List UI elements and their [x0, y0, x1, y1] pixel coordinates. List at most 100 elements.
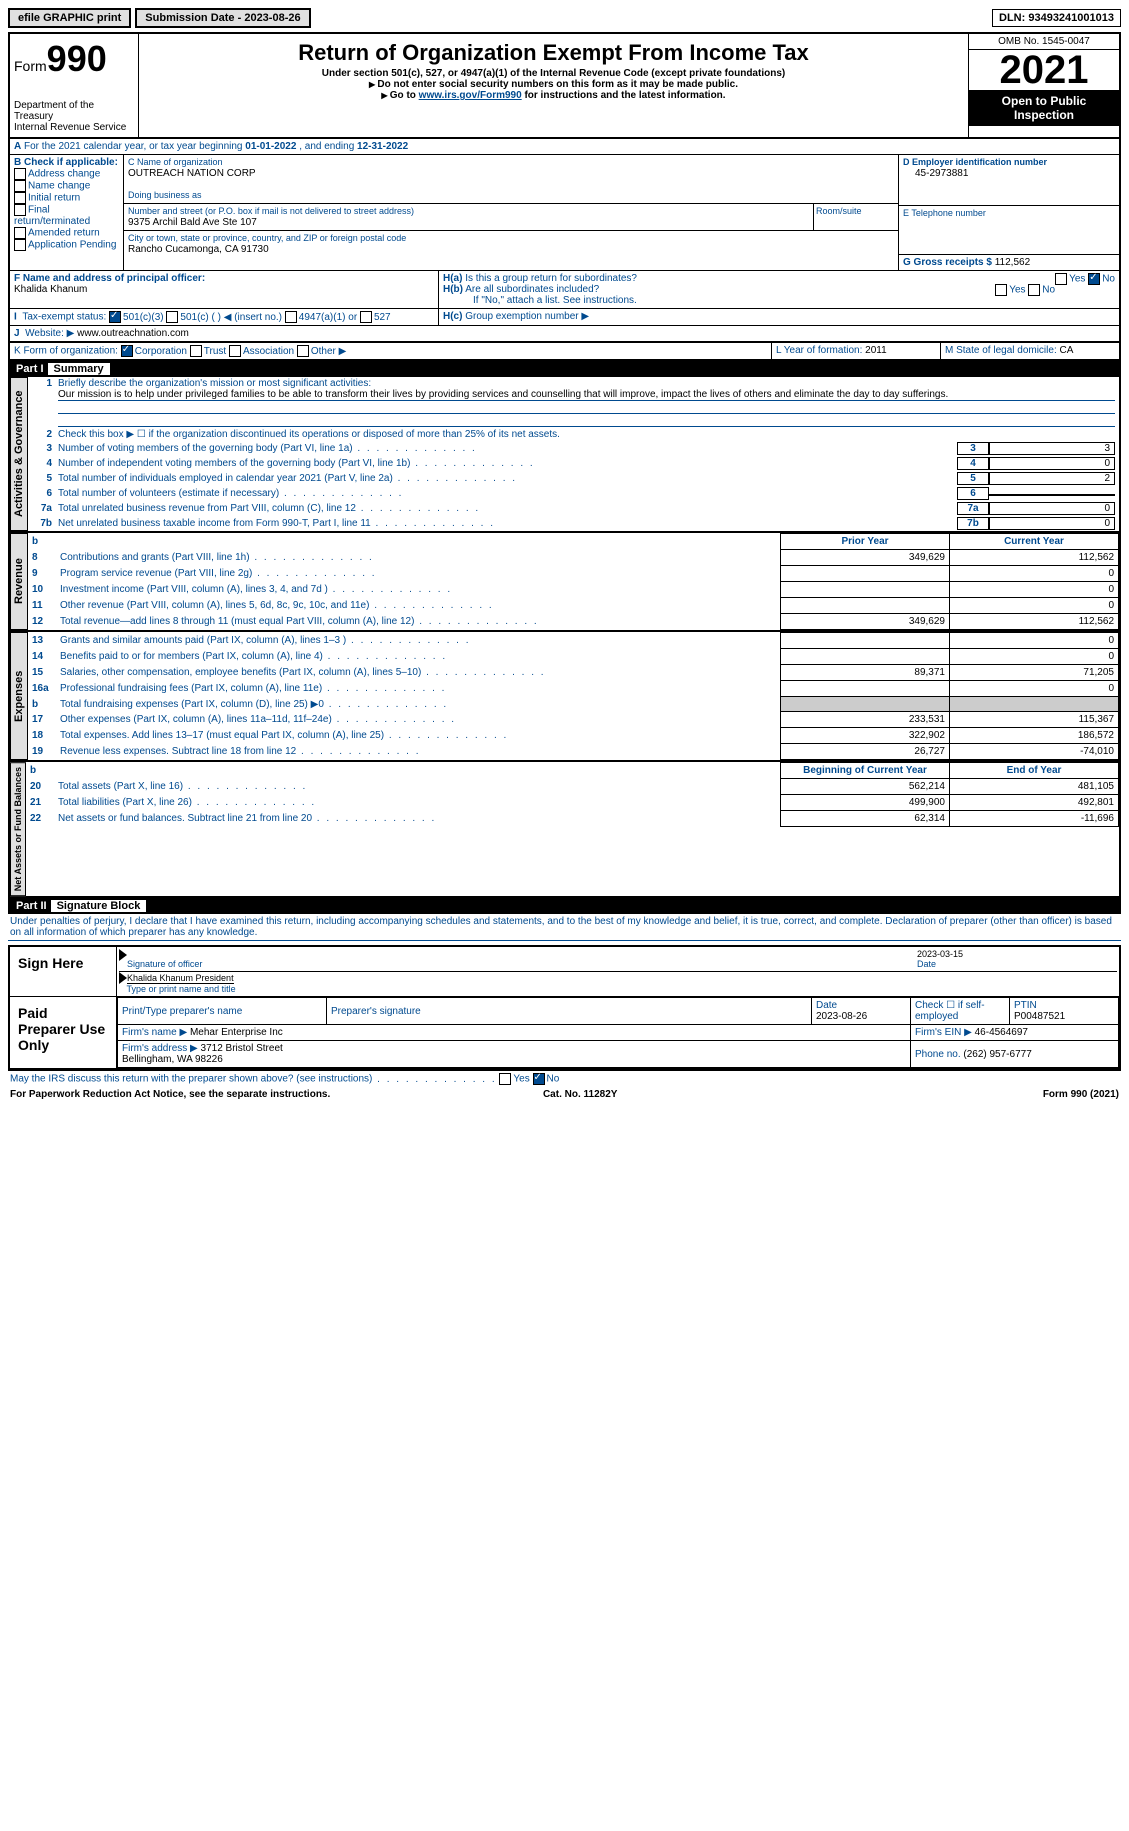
- row-j: J Website: ▶ www.outreachnation.com: [8, 326, 1121, 343]
- officer-name: Khalida Khanum: [14, 284, 87, 295]
- netassets-section: Net Assets or Fund Balances bBeginning o…: [8, 762, 1121, 898]
- b-checkbox[interactable]: [14, 204, 26, 216]
- i-checkbox[interactable]: [109, 311, 121, 323]
- name-label: Type or print name and title: [127, 984, 236, 994]
- irs-link[interactable]: www.irs.gov/Form990: [419, 90, 522, 101]
- b-checkbox[interactable]: [14, 168, 26, 180]
- discuss-no-checkbox[interactable]: [533, 1073, 545, 1085]
- firm-ein: 46-4564697: [975, 1027, 1028, 1038]
- netassets-table: bBeginning of Current YearEnd of Year20T…: [26, 762, 1119, 827]
- dln-value: 93493241001013: [1028, 12, 1114, 24]
- discuss-no: No: [547, 1074, 560, 1085]
- form-header: Form990 Department of the Treasury Inter…: [8, 32, 1121, 139]
- b-checkbox[interactable]: [14, 239, 26, 251]
- sig-label: Signature of officer: [127, 959, 202, 969]
- b-checkbox[interactable]: [14, 192, 26, 204]
- form-label: Form: [14, 58, 47, 74]
- a-text: For the 2021 calendar year, or tax year …: [24, 141, 245, 152]
- dln: DLN: 93493241001013: [992, 9, 1121, 27]
- expenses-table: 13Grants and similar amounts paid (Part …: [28, 632, 1119, 760]
- discuss-yes: Yes: [513, 1074, 529, 1085]
- row-i: I Tax-exempt status: 501(c)(3) 501(c) ( …: [8, 309, 1121, 326]
- subdate-value: 2023-08-26: [244, 12, 300, 24]
- part2-num: Part II: [16, 900, 47, 912]
- dba-label: Doing business as: [128, 190, 202, 200]
- i-label: Tax-exempt status:: [22, 312, 106, 323]
- yes-label: Yes: [1069, 274, 1085, 285]
- header-mid: Return of Organization Exempt From Incom…: [139, 34, 968, 137]
- efile-button[interactable]: efile GRAPHIC print: [8, 8, 131, 28]
- row-a: A For the 2021 calendar year, or tax yea…: [8, 139, 1121, 155]
- prep-name-label: Print/Type preparer's name: [118, 998, 327, 1025]
- subtitle-1: Under section 501(c), 527, or 4947(a)(1)…: [143, 68, 964, 79]
- section-h: H(a) Is this a group return for subordin…: [439, 271, 1119, 308]
- yes-label-2: Yes: [1009, 285, 1025, 296]
- faddr-label: Firm's address ▶: [122, 1043, 201, 1054]
- b-checkbox[interactable]: [14, 180, 26, 192]
- signature-block: Sign Here Signature of officer2023-03-15…: [8, 945, 1121, 1071]
- k-label: K Form of organization:: [14, 346, 118, 357]
- section-f: F Name and address of principal officer:…: [10, 271, 439, 308]
- i-checkbox[interactable]: [166, 311, 178, 323]
- k-checkbox[interactable]: [190, 345, 202, 357]
- room-label: Room/suite: [816, 206, 862, 216]
- i-checkbox[interactable]: [360, 311, 372, 323]
- expenses-tab: Expenses: [10, 632, 28, 760]
- section-deg: D Employer identification number45-29738…: [899, 155, 1119, 270]
- footer-right: Form 990 (2021): [1043, 1089, 1119, 1100]
- header-right: OMB No. 1545-0047 2021 Open to Public In…: [968, 34, 1119, 137]
- section-hc: H(c) Group exemption number ▶: [439, 309, 1119, 325]
- footer-left: For Paperwork Reduction Act Notice, see …: [10, 1089, 330, 1100]
- part1-title: Summary: [48, 363, 110, 375]
- section-b: B Check if applicable: Address changeNam…: [10, 155, 124, 270]
- subtitle-3a: Go to: [390, 90, 419, 101]
- mission-text: Our mission is to help under privileged …: [58, 389, 1115, 401]
- ha-text: Is this a group return for subordinates?: [465, 273, 637, 284]
- no-label-2: No: [1042, 285, 1055, 296]
- declaration-text: Under penalties of perjury, I declare th…: [8, 914, 1121, 941]
- row-bcdefg: B Check if applicable: Address changeNam…: [8, 155, 1121, 271]
- part2-header: Part II Signature Block: [8, 898, 1121, 914]
- officer-printed-name: Khalida Khanum President: [127, 973, 234, 984]
- hb-yes-checkbox[interactable]: [995, 284, 1007, 296]
- activities-section: Activities & Governance 1Briefly describ…: [8, 377, 1121, 533]
- discuss-yes-checkbox[interactable]: [499, 1073, 511, 1085]
- state-domicile: CA: [1060, 345, 1074, 356]
- form-title: Return of Organization Exempt From Incom…: [143, 40, 964, 66]
- e-label: E Telephone number: [903, 208, 986, 218]
- prep-sig-label: Preparer's signature: [327, 998, 812, 1025]
- b-checkbox[interactable]: [14, 227, 26, 239]
- inspection-label: Open to Public Inspection: [969, 90, 1119, 126]
- ha-yes-checkbox[interactable]: [1055, 273, 1067, 285]
- firm-label: Firm's name ▶: [122, 1027, 190, 1038]
- hb-text: Are all subordinates included?: [465, 284, 599, 295]
- dln-label: DLN:: [999, 12, 1028, 24]
- hb-no-checkbox[interactable]: [1028, 284, 1040, 296]
- line2-text: Check this box ▶ ☐ if the organization d…: [58, 429, 1115, 440]
- header-left: Form990 Department of the Treasury Inter…: [10, 34, 139, 137]
- footer-mid: Cat. No. 11282Y: [543, 1089, 617, 1100]
- a-mid: , and ending: [296, 141, 357, 152]
- ein-value: 45-2973881: [903, 168, 968, 179]
- org-city: Rancho Cucamonga, CA 91730: [128, 244, 269, 255]
- firm-phone: (262) 957-6777: [963, 1049, 1031, 1060]
- self-employed: Check ☐ if self-employed: [911, 998, 1010, 1025]
- pdate-label: Date: [816, 1000, 837, 1011]
- part1-header: Part I Summary: [8, 361, 1121, 377]
- k-checkbox[interactable]: [297, 345, 309, 357]
- l-label: L Year of formation:: [776, 345, 865, 356]
- activities-tab: Activities & Governance: [10, 377, 28, 531]
- part2-title: Signature Block: [51, 900, 147, 912]
- k-checkbox[interactable]: [121, 345, 133, 357]
- date-label: Date: [917, 959, 936, 969]
- d-label: D Employer identification number: [903, 157, 1047, 167]
- mission-label: Briefly describe the organization's miss…: [58, 378, 371, 389]
- discuss-text: May the IRS discuss this return with the…: [10, 1074, 372, 1085]
- section-c: C Name of organizationOUTREACH NATION CO…: [124, 155, 899, 270]
- a-end: 12-31-2022: [357, 141, 408, 152]
- i-checkbox[interactable]: [285, 311, 297, 323]
- ha-no-checkbox[interactable]: [1088, 273, 1100, 285]
- expenses-section: Expenses 13Grants and similar amounts pa…: [8, 632, 1121, 762]
- k-checkbox[interactable]: [229, 345, 241, 357]
- subdate-label: Submission Date -: [145, 12, 244, 24]
